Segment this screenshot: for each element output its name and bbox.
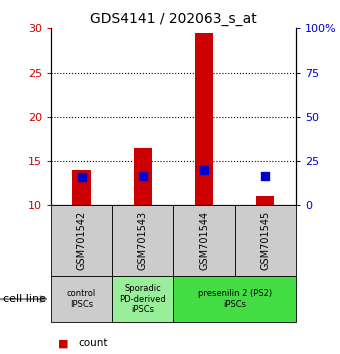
Bar: [51, 276, 112, 322]
Title: GDS4141 / 202063_s_at: GDS4141 / 202063_s_at: [90, 12, 257, 26]
Bar: [195, 33, 213, 205]
Text: ■: ■: [58, 338, 68, 348]
Point: [201, 167, 207, 173]
Text: GSM701545: GSM701545: [260, 211, 270, 270]
Text: GSM701543: GSM701543: [138, 211, 148, 270]
Point: [140, 173, 146, 178]
Text: control
IPSCs: control IPSCs: [67, 290, 96, 309]
Text: presenilin 2 (PS2)
iPSCs: presenilin 2 (PS2) iPSCs: [198, 290, 272, 309]
Bar: [51, 205, 112, 276]
Bar: [256, 196, 274, 205]
Bar: [235, 205, 296, 276]
Bar: [72, 170, 91, 205]
Text: GSM701542: GSM701542: [76, 211, 87, 270]
Text: GSM701544: GSM701544: [199, 211, 209, 270]
Point: [262, 173, 268, 179]
Bar: [134, 148, 152, 205]
Bar: [173, 205, 235, 276]
Bar: [173, 276, 296, 322]
Text: count: count: [78, 338, 108, 348]
Text: Sporadic
PD-derived
iPSCs: Sporadic PD-derived iPSCs: [119, 284, 166, 314]
Bar: [112, 276, 173, 322]
Bar: [112, 205, 173, 276]
Text: cell line: cell line: [3, 294, 46, 304]
Point: [79, 174, 84, 180]
